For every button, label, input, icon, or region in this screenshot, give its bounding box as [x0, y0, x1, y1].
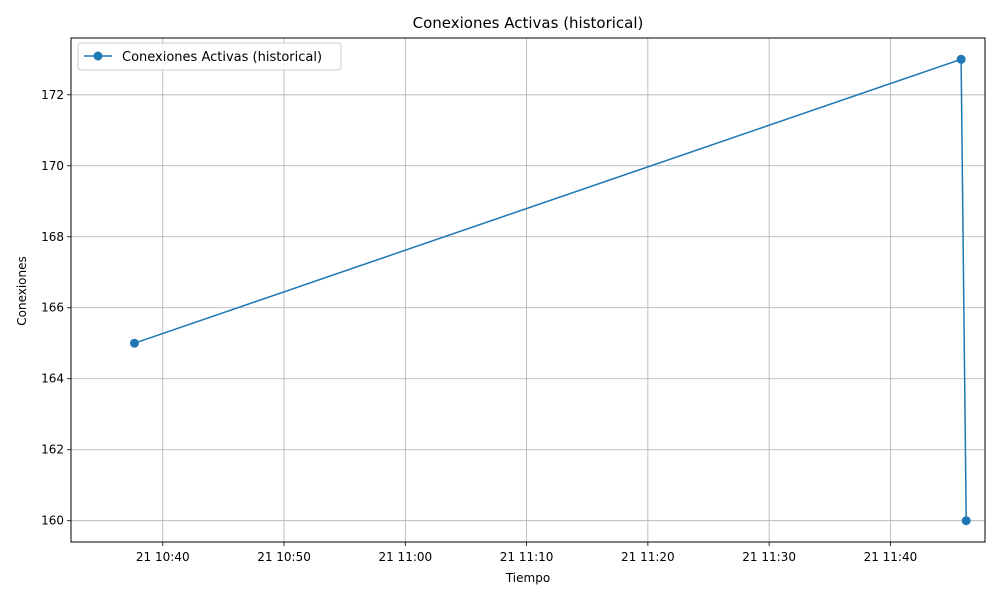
data-point: [961, 516, 971, 526]
legend-series-marker: [93, 51, 103, 61]
data-point: [956, 54, 966, 64]
legend-box: [77, 42, 342, 71]
y-axis-ticks: 160 162 164 166 168 170 172: [41, 88, 71, 528]
y-tick-label: 164: [41, 372, 64, 386]
chart-title: Conexiones Activas (historical): [413, 14, 644, 32]
x-tick-label: 21 11:20: [621, 550, 675, 564]
x-tick-label: 21 10:50: [257, 550, 311, 564]
x-tick-label: 21 11:00: [378, 550, 432, 564]
data-point: [129, 338, 139, 348]
y-tick-label: 170: [41, 159, 64, 173]
x-axis-label: Tiempo: [505, 571, 550, 585]
y-tick-label: 172: [41, 88, 64, 102]
x-tick-label: 21 11:10: [500, 550, 554, 564]
plot-frame: [70, 37, 986, 543]
y-axis-label: Conexiones: [15, 256, 29, 326]
x-axis-ticks: 21 10:40 21 10:50 21 11:00 21 11:10 21 11:20…: [136, 542, 917, 564]
x-tick-label: 21 11:30: [742, 550, 796, 564]
y-tick-label: 160: [41, 514, 64, 528]
y-tick-label: 168: [41, 230, 64, 244]
legend: Conexiones Activas (historical): [77, 42, 342, 71]
grid-lines: [71, 38, 985, 542]
y-tick-label: 166: [41, 301, 64, 315]
y-tick-label: 162: [41, 443, 64, 457]
series-layer: [129, 54, 971, 526]
legend-series-label: Conexiones Activas (historical): [122, 50, 322, 65]
x-tick-label: 21 11:40: [864, 550, 918, 564]
x-tick-label: 21 10:40: [136, 550, 190, 564]
